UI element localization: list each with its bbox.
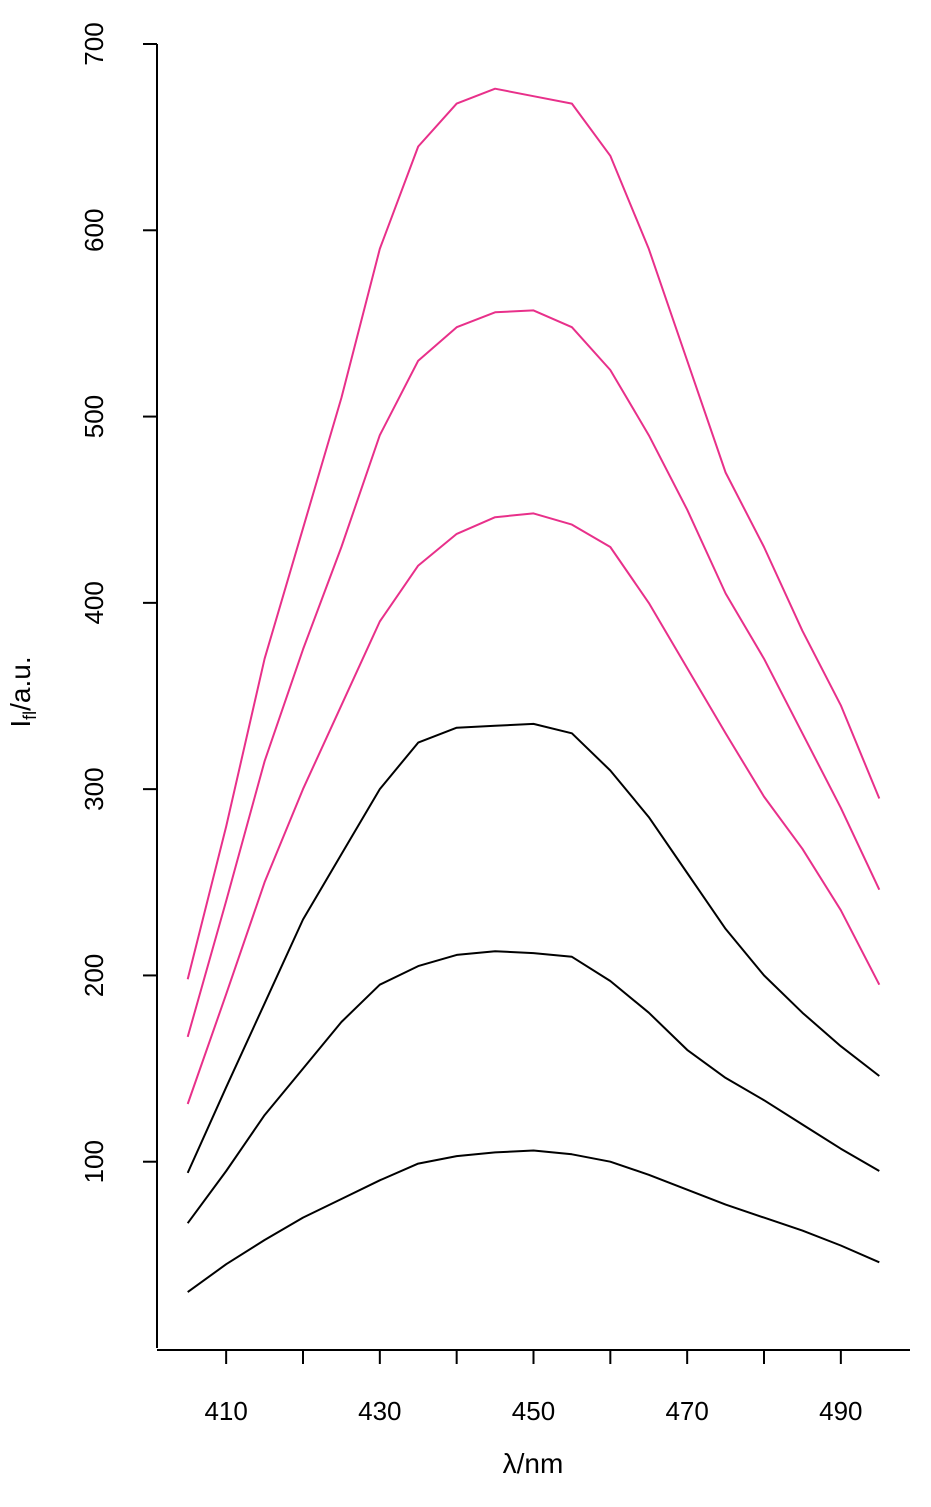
x-tick-label: 430 — [358, 1396, 401, 1426]
y-axis-ticks: 100 200 300 400 500 600 700 — [79, 22, 157, 1183]
x-axis-ticks: 410 430 450 470 490 — [204, 1350, 863, 1426]
series-line-3 — [186, 512, 881, 1105]
x-axis-title: λ/nm — [503, 1448, 564, 1479]
y-axis-title: Ifl/a.u. — [5, 656, 40, 727]
x-tick-label: 450 — [512, 1396, 555, 1426]
y-tick-label: 700 — [79, 22, 109, 65]
series-line-2 — [186, 309, 881, 1038]
x-tick-label: 410 — [204, 1396, 247, 1426]
y-tick-label: 400 — [79, 581, 109, 624]
y-tick-label: 200 — [79, 954, 109, 997]
x-tick-label: 490 — [819, 1396, 862, 1426]
series-layer — [186, 87, 881, 1293]
y-tick-label: 300 — [79, 767, 109, 810]
series-line-4 — [186, 722, 880, 1174]
y-tick-label: 100 — [79, 1140, 109, 1183]
y-tick-label: 500 — [79, 395, 109, 438]
series-line-6 — [187, 1149, 880, 1293]
series-line-1 — [186, 87, 881, 980]
x-tick-label: 470 — [665, 1396, 708, 1426]
series-line-5 — [186, 950, 880, 1224]
y-tick-label: 600 — [79, 209, 109, 252]
